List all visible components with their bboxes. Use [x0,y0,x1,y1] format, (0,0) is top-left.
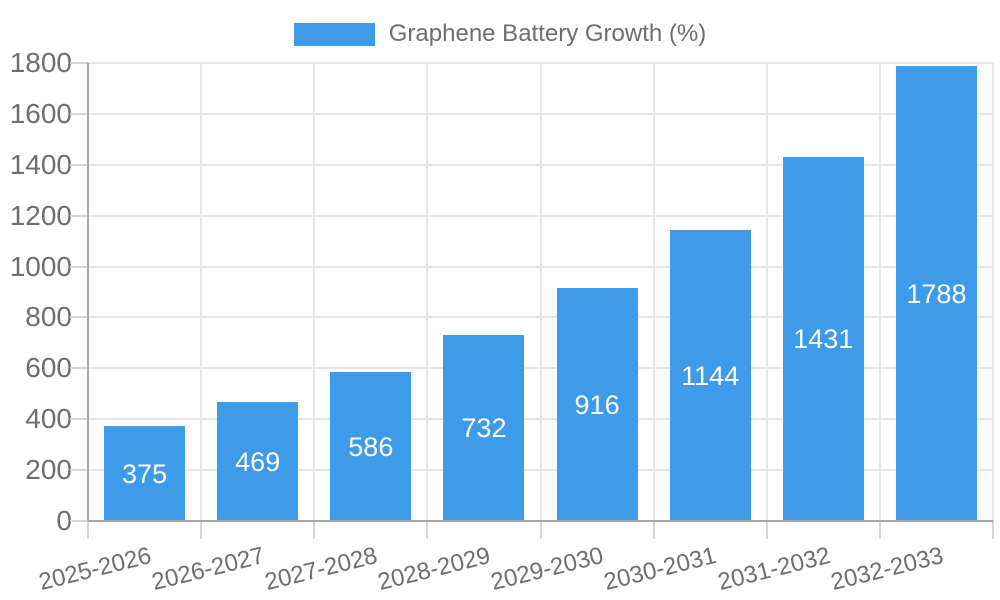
y-tick-label: 800 [25,301,72,333]
legend-swatch [293,22,375,46]
bar-2026-2027[interactable]: 469 [217,402,299,521]
x-gridline [992,63,994,521]
x-tick-label-2032-2033: 2032-2033 [827,542,946,596]
y-tick-mark [70,214,88,217]
bar-2030-2031[interactable]: 1144 [669,230,751,521]
bar-2031-2032[interactable]: 1431 [782,157,864,521]
bar-2028-2029[interactable]: 732 [443,335,525,521]
x-tick-label-2027-2028: 2027-2028 [262,542,381,596]
legend-label: Graphene Battery Growth (%) [388,20,707,47]
x-gridline [200,63,203,521]
y-tick-mark [70,367,88,370]
y-tick-label: 1600 [9,97,72,129]
bar-value-label: 916 [574,389,620,420]
x-gridline [652,63,655,521]
legend[interactable]: Graphene Battery Growth (%) [0,19,1000,49]
y-tick-mark [70,163,88,166]
x-gridline [426,63,429,521]
y-tick-label: 1400 [9,148,72,180]
y-tick-mark [70,520,88,522]
x-tick-label-2028-2029: 2028-2029 [375,542,494,596]
plot-area: 375 469 586 732 916 1144 1431 1788 [88,62,994,522]
y-tick-label: 600 [25,352,72,384]
y-tick-label: 1200 [9,199,72,231]
x-tick-label-2029-2030: 2029-2030 [488,542,607,596]
y-tick-mark [70,62,88,64]
x-gridline [878,63,881,521]
x-tick-label-2030-2031: 2030-2031 [601,542,720,596]
x-tick-mark [539,521,542,539]
x-tick-mark [200,521,203,539]
bar-value-label: 469 [235,446,281,477]
y-tick-label: 400 [25,403,72,435]
x-tick-label-2025-2026: 2025-2026 [35,542,154,596]
bar-2027-2028[interactable]: 586 [330,372,412,521]
x-tick-label-2031-2032: 2031-2032 [714,542,833,596]
x-tick-mark [426,521,429,539]
bar-value-label: 732 [461,413,507,443]
x-tick-mark [992,521,994,539]
y-tick-label: 1800 [9,47,72,78]
bar-value-label: 1144 [681,360,740,391]
y-axis-line [87,63,89,521]
y-tick-mark [70,469,88,472]
bar-value-label: 586 [348,431,394,462]
y-tick-label: 200 [25,454,72,486]
x-gridline [313,63,316,521]
x-tick-label-2026-2027: 2026-2027 [149,542,267,596]
bar-2029-2030[interactable]: 916 [556,288,638,521]
y-tick-mark [70,112,88,115]
x-tick-mark [87,521,89,539]
x-tick-mark [765,521,768,539]
x-tick-mark [878,521,881,539]
y-tick-mark [70,265,88,268]
bar-2032-2033[interactable]: 1788 [895,66,977,521]
y-tick-mark [70,418,88,421]
bar-value-label: 1431 [793,324,854,354]
bar-2025-2026[interactable]: 375 [104,426,186,521]
x-gridline [539,63,542,521]
bar-value-label: 1788 [906,278,967,309]
x-gridline [765,63,768,521]
y-tick-label: 1000 [9,250,72,282]
x-tick-mark [313,521,316,539]
x-axis-line [88,520,993,522]
x-tick-mark [652,521,655,539]
y-tick-label: 0 [56,505,72,536]
bar-value-label: 375 [122,458,168,489]
y-tick-mark [70,316,88,319]
